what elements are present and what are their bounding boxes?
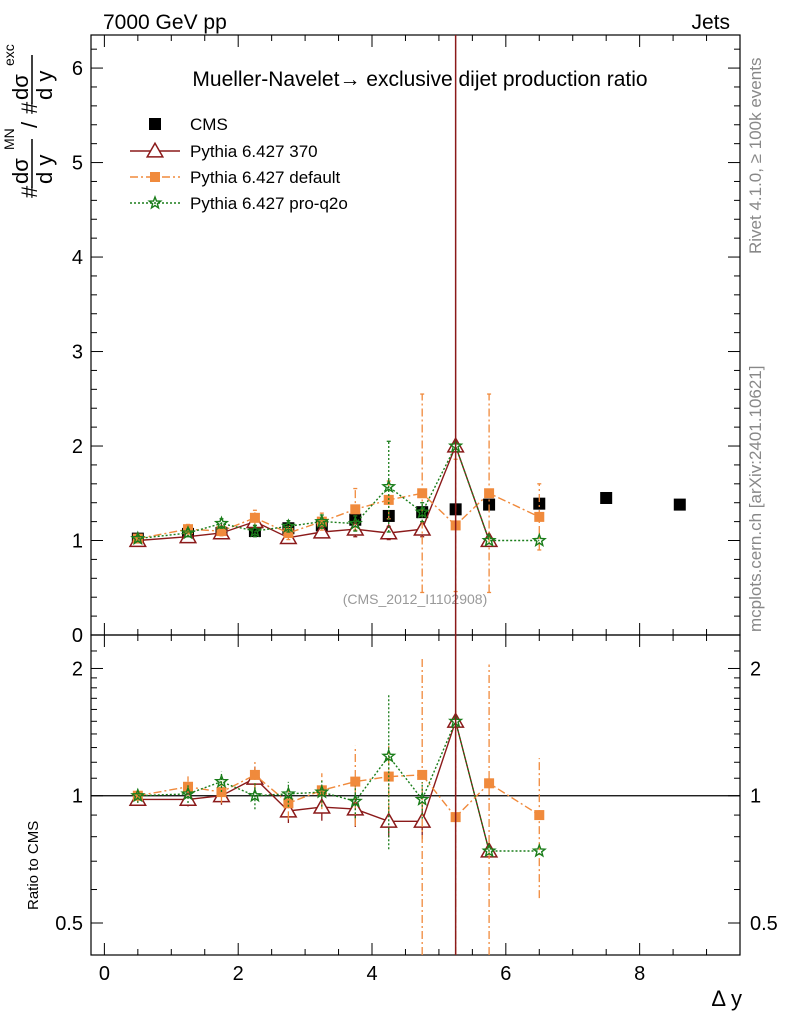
- y-tick-label: 3: [72, 342, 83, 364]
- legend: CMS Pythia 6.427 370 Pythia 6.427 defaul…: [130, 115, 348, 213]
- marker-square: [249, 512, 260, 523]
- series-line-3: [137, 444, 540, 542]
- mcplots-label: mcplots.cern.ch [arXiv:2401.10621]: [746, 366, 765, 632]
- y-axis-title-hash-2: #: [17, 101, 42, 114]
- marker-star: [414, 791, 430, 806]
- marker-cms: [673, 498, 686, 511]
- marker-star: [414, 504, 430, 519]
- marker-square: [417, 769, 428, 780]
- y-tick-label: 1: [72, 531, 83, 553]
- marker-triangle: [145, 141, 165, 158]
- marker-star: [481, 843, 497, 858]
- marker-star: [531, 532, 547, 548]
- marker-square: [417, 488, 428, 499]
- marker-star: [314, 784, 330, 799]
- ratio-y-tick-label-right: 2: [750, 658, 761, 680]
- marker-star: [130, 787, 146, 803]
- ratio-series: [128, 635, 547, 955]
- marker-cms: [149, 118, 161, 130]
- y-axis-title: # dσ MN d y / # dσ exc d y: [1, 44, 57, 198]
- ratio-line-3: [137, 719, 540, 852]
- analysis-label: (CMS_2012_I1102908): [343, 591, 488, 607]
- ratio-line-2: [137, 774, 540, 819]
- ratio-frame: [90, 634, 741, 956]
- y-axis-title-num-1: dσ: [8, 158, 33, 184]
- upper-axes: 0 1 2 3 4 5 6: [72, 34, 741, 647]
- ratio-y-tick-label-right: 1: [750, 786, 761, 808]
- marker-star: [347, 515, 363, 531]
- marker-square: [283, 527, 294, 538]
- marker-star: [147, 195, 163, 210]
- x-tick-label: 4: [366, 963, 377, 985]
- marker-square: [484, 488, 495, 499]
- legend-label-default: Pythia 6.427 default: [190, 168, 341, 187]
- ratio-y-axis-title: Ratio to CMS: [25, 821, 42, 910]
- marker-star: [213, 515, 230, 531]
- marker-square: [216, 787, 227, 798]
- y-axis-title-num-2: dσ: [8, 74, 33, 100]
- y-tick-label: 4: [72, 247, 83, 269]
- y-axis-title-dy-2: d y: [32, 71, 57, 100]
- marker-star: [280, 518, 297, 533]
- marker-cms: [533, 497, 546, 510]
- marker-star: [314, 513, 330, 529]
- marker-star: [280, 785, 297, 801]
- y-axis-title-sup-1: MN: [1, 128, 17, 150]
- marker-cms: [600, 491, 613, 504]
- marker-star: [531, 843, 547, 858]
- rivet-label: Rivet 4.1.0, ≥ 100k events: [746, 58, 765, 254]
- marker-square: [484, 778, 495, 789]
- header-right: Jets: [691, 11, 730, 34]
- y-axis-title-hash-1: #: [17, 185, 42, 198]
- y-tick-label: 2: [72, 436, 83, 458]
- y-axis-title-sup-2: exc: [1, 44, 17, 66]
- header-left: 7000 GeV pp: [103, 11, 227, 34]
- x-tick-label: 8: [634, 963, 645, 985]
- x-axis-title: Δ y: [711, 986, 742, 1011]
- marker-square: [350, 504, 361, 515]
- legend-label-370: Pythia 6.427 370: [190, 142, 318, 161]
- ratio-y-tick-label: 2: [72, 658, 83, 680]
- marker-star: [213, 773, 230, 789]
- upper-series: [128, 35, 686, 635]
- marker-star: [247, 523, 263, 538]
- marker-square: [216, 526, 227, 537]
- marker-star: [347, 793, 363, 808]
- legend-label-pro-q2o: Pythia 6.427 pro-q2o: [190, 194, 348, 213]
- marker-star: [247, 787, 263, 803]
- marker-square: [534, 810, 545, 821]
- x-tick-label: 0: [99, 963, 110, 985]
- ratio-y-tick-label-right: 0.5: [750, 913, 778, 935]
- x-tick-label: 6: [500, 963, 511, 985]
- ratio-axes: 0 2 4 6 8 0.5 0.5 1 1 2 2: [55, 634, 778, 985]
- marker-star: [381, 478, 397, 494]
- marker-star: [381, 748, 397, 763]
- y-axis-title-dy-1: d y: [32, 155, 57, 184]
- marker-triangle: [312, 522, 331, 539]
- marker-square: [350, 776, 361, 787]
- marker-square: [150, 172, 160, 182]
- y-tick-label: 5: [72, 153, 83, 175]
- marker-square: [249, 769, 260, 780]
- x-tick-label: 2: [233, 963, 244, 985]
- chart-title: Mueller-Navelet→ exclusive dijet product…: [192, 68, 647, 91]
- marker-star: [481, 532, 497, 548]
- y-tick-label: 0: [72, 625, 83, 647]
- upper-frame: [90, 34, 741, 636]
- marker-star: [180, 525, 196, 540]
- ratio-y-tick-label: 0.5: [55, 913, 83, 935]
- series-line-2: [137, 492, 540, 540]
- y-tick-label: 6: [72, 58, 83, 80]
- marker-star: [180, 785, 196, 801]
- legend-label-cms: CMS: [190, 115, 228, 134]
- marker-square: [283, 798, 294, 809]
- marker-square: [316, 516, 327, 527]
- marker-star: [130, 530, 146, 546]
- y-axis-title-slash: /: [17, 121, 42, 128]
- ratio-y-tick-label: 1: [72, 786, 83, 808]
- marker-square: [534, 511, 545, 522]
